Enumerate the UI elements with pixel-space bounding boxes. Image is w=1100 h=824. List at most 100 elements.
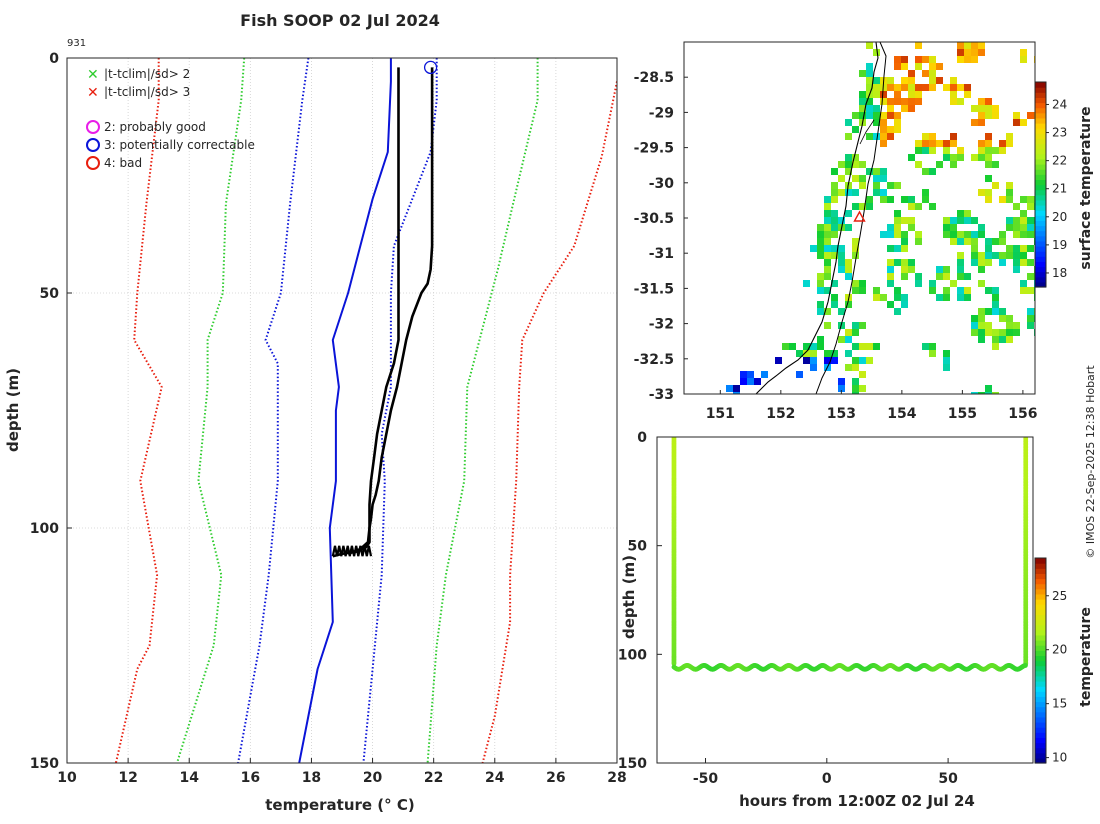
map-sst-cell [1020, 259, 1027, 266]
map-sst-cell [936, 140, 943, 147]
map-sst-cell [1020, 119, 1027, 126]
map-sst-cell [915, 231, 922, 238]
map-xtick-label: 152 [766, 406, 795, 422]
map-sst-cell [831, 182, 838, 189]
figure-title: Fish SOOP 02 Jul 2024 [240, 11, 440, 30]
map-sst-cell [922, 84, 929, 91]
map-colorbar-swatch [1035, 97, 1046, 104]
map-sst-cell [1027, 196, 1034, 203]
map-sst-cell [929, 133, 936, 140]
map-sst-cell [957, 266, 964, 273]
map-sst-cell [852, 238, 859, 245]
map-sst-cell [915, 91, 922, 98]
map-sst-cell [957, 259, 964, 266]
profile-xtick-label: 18 [302, 770, 321, 786]
map-sst-cell [957, 238, 964, 245]
map-sst-cell [740, 378, 747, 385]
map-sst-cell [901, 56, 908, 63]
map-colorbar-swatch [1035, 82, 1046, 88]
td-colorbar-swatch [1035, 634, 1046, 641]
map-sst-cell [1020, 245, 1027, 252]
map-sst-cell [817, 343, 824, 350]
map-sst-cell [901, 294, 908, 301]
map-sst-cell [838, 385, 845, 392]
map-sst-cell [866, 168, 873, 175]
map-sst-cell [992, 252, 999, 259]
map-colorbar-swatch [1035, 215, 1046, 221]
map-sst-cell [887, 105, 894, 112]
legend-label-good: 2: probably good [104, 120, 206, 134]
map-sst-cell [964, 231, 971, 238]
td-colorbar-swatch [1035, 727, 1046, 733]
series-profile_drop_1 [332, 67, 434, 558]
map-sst-cell [726, 385, 733, 392]
map-sst-cell [901, 63, 908, 70]
map-sst-cell [887, 259, 894, 266]
map-sst-cell [859, 287, 866, 294]
map-colorbar-swatch [1035, 184, 1046, 191]
map-sst-cell [901, 231, 908, 238]
map-colorbar-swatch [1035, 205, 1046, 211]
map-sst-cell [761, 371, 768, 378]
map-colorbar-swatch [1035, 133, 1046, 139]
td-colorbar-swatch [1035, 568, 1046, 574]
map-sst-cell [831, 252, 838, 259]
map-sst-cell [817, 273, 824, 280]
map-sst-cell [929, 84, 936, 91]
map-sst-cell [957, 294, 964, 301]
map-sst-cell [817, 308, 824, 315]
map-sst-cell [866, 70, 873, 77]
map-sst-cell [943, 84, 950, 91]
map-sst-cell [831, 294, 838, 301]
map-sst-cell [866, 63, 873, 70]
map-sst-cell [901, 238, 908, 245]
map-sst-cell [999, 259, 1006, 266]
map-sst-cell [936, 63, 943, 70]
map-sst-cell [880, 175, 887, 182]
map-ytick-label: -29.5 [634, 141, 674, 157]
td-colorbar-swatch [1035, 706, 1046, 713]
map-sst-cell [803, 280, 810, 287]
map-sst-cell [950, 154, 957, 161]
map-sst-cell [1013, 203, 1020, 210]
map-sst-cell [999, 147, 1006, 154]
map-sst-cell [859, 357, 866, 364]
map-colorbar-swatch [1035, 256, 1046, 262]
map-sst-cell [915, 56, 922, 63]
map-sst-cell [831, 189, 838, 196]
map-sst-cell [831, 217, 838, 224]
map-sst-cell [943, 154, 950, 161]
map-sst-cell [929, 350, 936, 357]
map-sst-cell [971, 315, 978, 322]
map-sst-cell [880, 112, 887, 119]
map-colorbar-swatch [1035, 128, 1046, 134]
map-sst-cell [971, 259, 978, 266]
map-sst-cell [978, 280, 985, 287]
map-sst-cell [852, 189, 859, 196]
map-ticks: 151 152 153 154 155 156 -28.5 -29 -29.5 -30 -30.5 -… [634, 70, 1038, 422]
map-sst-cell [1027, 308, 1034, 315]
map-sst-cell [824, 287, 831, 294]
map-sst-cell [845, 273, 852, 280]
profile-ytick-label: 50 [40, 286, 60, 302]
map-sst-cell [915, 238, 922, 245]
map-sst-cell [943, 273, 950, 280]
map-sst-cell [943, 364, 950, 371]
map-sst-cell [992, 112, 999, 119]
map-sst-cell [866, 77, 873, 84]
map-sst-cell [824, 203, 831, 210]
map-sst-cell [1006, 245, 1013, 252]
map-sst-cell [978, 147, 985, 154]
map-sst-cell [908, 91, 915, 98]
map-sst-cell [817, 224, 824, 231]
map-sst-cell [985, 287, 992, 294]
map-sst-cell [929, 203, 936, 210]
map-sst-cell [845, 189, 852, 196]
map-ytick-label: -33 [649, 387, 674, 403]
map-sst-cell [922, 147, 929, 154]
map-sst-cell [929, 280, 936, 287]
map-panel: 151 152 153 154 155 156 -28.5 -29 -29.5 -30 -30.5 -… [634, 41, 1094, 422]
map-colorbar-swatch [1035, 174, 1046, 180]
td-colorbar-tick-label: 10 [1052, 751, 1067, 765]
